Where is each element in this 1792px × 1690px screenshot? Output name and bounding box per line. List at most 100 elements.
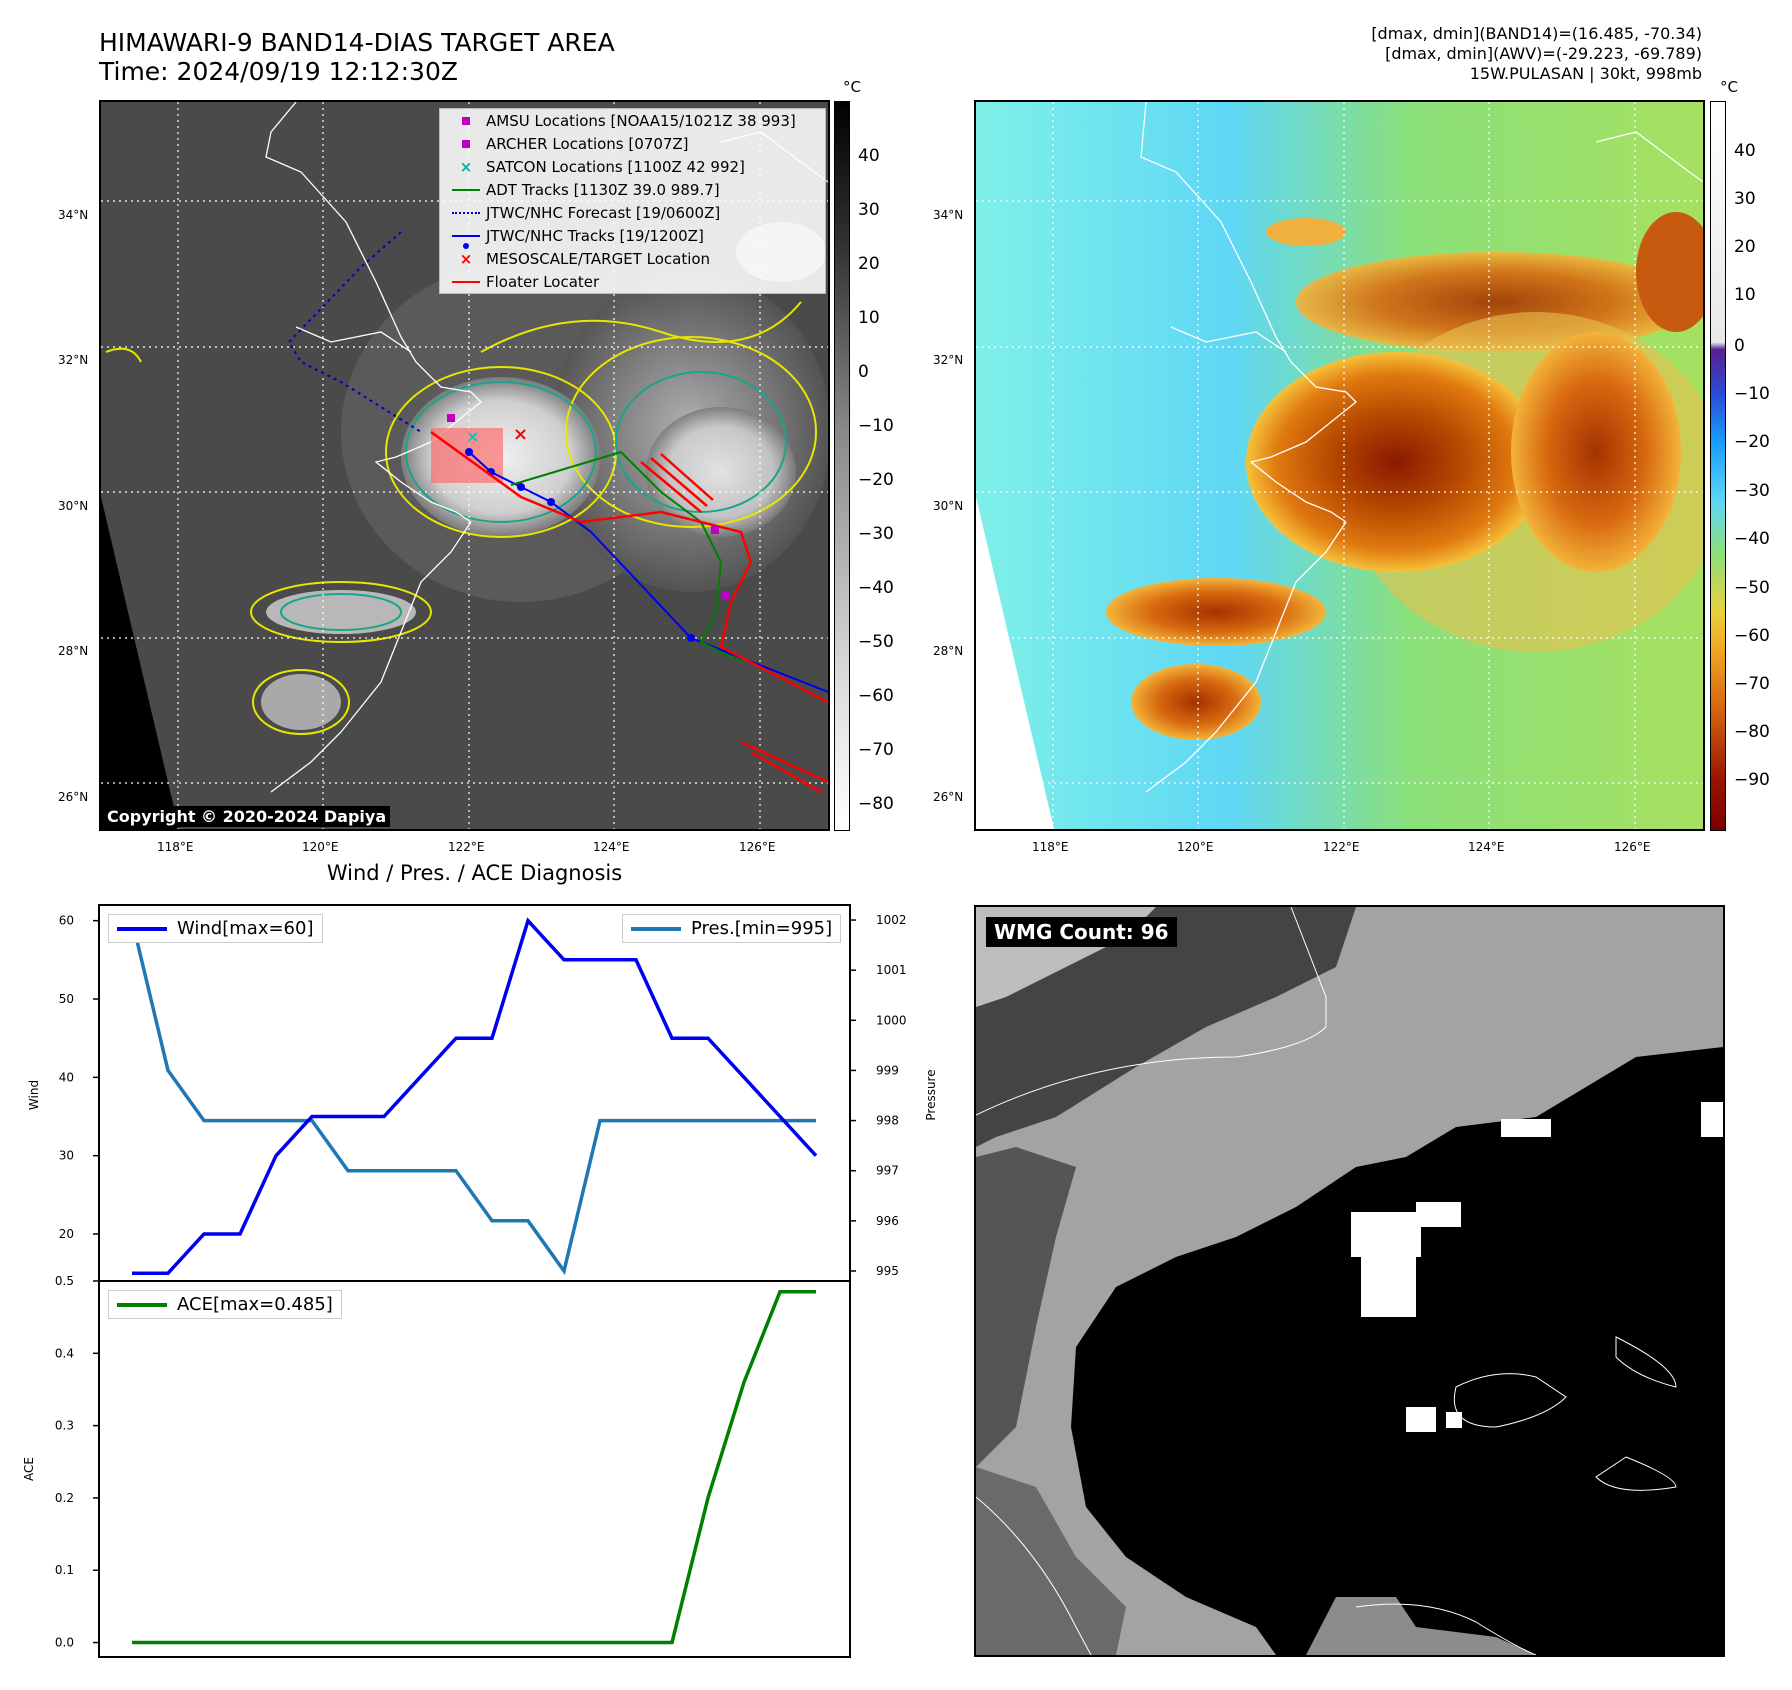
wind-line [132,917,818,1275]
ace-tick-label: 0.4 [55,1346,74,1360]
lat-tick: 34°N [933,208,964,222]
diagnosis-chart: 60 50 40 30 20 1002 1001 1000 999 998 997 996 995 0.… [22,904,938,1658]
legend-amsu: AMSU Locations [NOAA15/1021Z 38 993] [486,111,796,130]
cb-tick: −90 [1734,770,1770,790]
lon-tick: 126°E [1614,840,1651,854]
wind-legend: Wind[max=60] [108,914,323,943]
left-colorbar [834,101,850,831]
wind-legend-swatch [117,926,167,931]
amsu-marker [447,414,455,422]
cb-tick: 30 [858,200,880,220]
pressure-tick-label: 999 [876,1063,899,1077]
right-title-line2: [dmax, dmin](AWV)=(-29.223, -69.789) [1385,44,1702,63]
wmg-coastline [976,907,1677,1655]
pressure-tick-label: 997 [876,1164,899,1178]
storm-core [1246,352,1546,572]
no-data-region [101,497,179,829]
right-title-line3: 15W.PULASAN | 30kt, 998mb [1469,64,1702,83]
lat-tick: 28°N [933,644,964,658]
lat-tick: 32°N [58,353,89,367]
awv-map-canvas [976,102,1703,829]
legend-satcon: SATCON Locations [1100Z 42 992] [486,157,745,176]
lat-tick: 28°N [58,644,89,658]
archer-marker [711,526,719,534]
pressure-tick-label: 1000 [876,1013,907,1027]
cb-tick: −60 [1734,626,1770,646]
cb-tick: −30 [858,524,894,544]
pressure-tick-label: 998 [876,1114,899,1128]
lat-tick: 26°N [933,790,964,804]
cb-tick: 10 [858,308,880,328]
lon-tick: 120°E [1177,840,1214,854]
target-marker: × [513,424,528,445]
ace-legend-label: ACE[max=0.485] [177,1294,333,1315]
lon-tick: 118°E [1032,840,1069,854]
ace-tick-label: 0.5 [55,1274,74,1288]
lat-tick: 30°N [933,499,964,513]
wind-tick-label: 30 [59,1149,74,1163]
lon-tick: 118°E [157,840,194,854]
lat-tick: 26°N [58,790,89,804]
cb-tick: 0 [858,362,869,382]
lon-tick: 120°E [302,840,339,854]
cb-tick: 10 [1734,285,1756,305]
legend-jtwc-tracks: JTWC/NHC Tracks [19/1200Z] [486,226,704,245]
ace-legend-swatch [117,1302,167,1307]
lat-tick: 34°N [58,208,89,222]
satcon-marker: × [466,427,479,446]
no-data-region [976,497,1054,829]
pressure-axis-label: Pressure [924,1069,938,1120]
adt-track [510,450,742,663]
cb-tick: 30 [1734,189,1756,209]
cb-tick: 40 [1734,141,1756,161]
lon-tick: 124°E [593,840,630,854]
cb-tick: 20 [858,254,880,274]
cb-tick: −40 [858,578,894,598]
legend-forecast: JTWC/NHC Forecast [19/0600Z] [486,203,721,222]
right-colorbar-unit: °C [1720,78,1738,96]
ace-axis-label: ACE [22,1457,36,1481]
diagnosis-title: Wind / Pres. / ACE Diagnosis [326,861,623,885]
cb-tick: −10 [1734,384,1770,404]
cb-tick: −50 [858,632,894,652]
wind-tick-label: 20 [59,1227,74,1241]
wmg-count-label: WMG Count: 96 [986,917,1177,947]
graticule [976,102,1703,829]
lat-tick: 32°N [933,353,964,367]
wind-pressure-frame [98,904,851,1282]
left-title-line1: HIMAWARI-9 BAND14-DIAS TARGET AREA [99,28,615,57]
cb-tick: 40 [858,146,880,166]
pressure-tick-label: 1002 [876,913,907,927]
map-legend: AMSU Locations [NOAA15/1021Z 38 993] ARC… [439,108,826,294]
cb-tick: −40 [1734,529,1770,549]
legend-archer: ARCHER Locations [0707Z] [486,134,689,153]
cb-tick: 0 [1734,336,1745,356]
ace-frame [98,1280,851,1658]
left-title-line2: Time: 2024/09/19 12:12:30Z [99,57,458,86]
pressure-tick-label: 996 [876,1214,899,1228]
legend-adt: ADT Tracks [1130Z 39.0 989.7] [486,180,720,199]
ace-tick-label: 0.1 [55,1563,74,1577]
cb-tick: −30 [1734,481,1770,501]
lon-tick: 124°E [1468,840,1505,854]
ace-legend: ACE[max=0.485] [108,1290,342,1319]
left-colorbar-unit: °C [843,78,861,96]
legend-floater: Floater Locater [486,272,600,291]
wmg-panel: WMG Count: 96 [974,905,1725,1657]
cb-tick: 20 [1734,237,1756,257]
cb-tick: −70 [858,740,894,760]
ace-line [132,1290,816,1645]
right-colorbar [1710,101,1726,831]
cb-tick: −10 [858,416,894,436]
lon-tick: 122°E [1323,840,1360,854]
wind-legend-label: Wind[max=60] [177,918,314,939]
wind-axis-label: Wind [27,1080,41,1110]
ace-tick-label: 0.0 [55,1636,74,1650]
band14-map: × × AMSU Locations [NOAA15/1021Z 38 993]… [99,100,830,831]
pressure-legend-swatch [631,926,681,931]
cb-tick: −20 [858,470,894,490]
awv-map [974,100,1705,831]
cb-tick: −80 [858,794,894,814]
cb-tick: −20 [1734,432,1770,452]
pressure-legend: Pres.[min=995] [622,914,842,943]
